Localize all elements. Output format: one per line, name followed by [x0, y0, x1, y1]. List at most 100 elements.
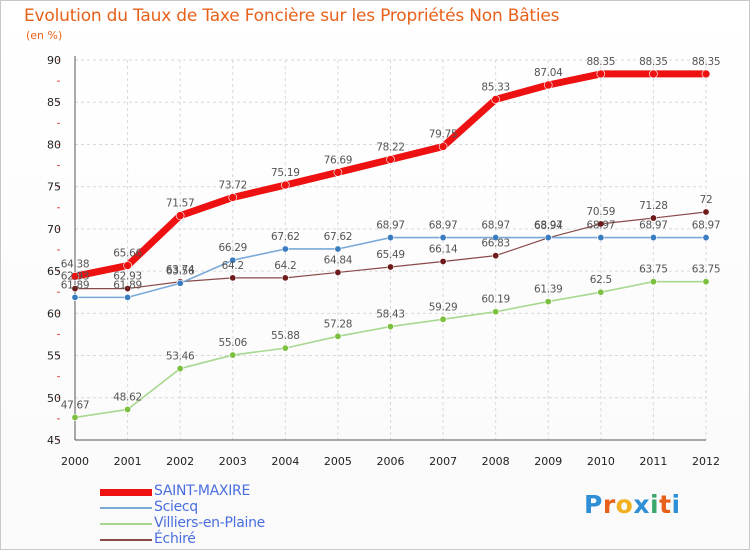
data-label: 64.84 — [324, 254, 353, 266]
data-label: 58.43 — [376, 309, 405, 321]
data-point — [386, 263, 394, 271]
y-tick-label: 55 — [47, 350, 61, 363]
data-label: 62.93 — [113, 271, 142, 283]
data-label: 60.19 — [481, 294, 510, 306]
data-point — [124, 285, 132, 293]
data-label: 66.14 — [429, 243, 458, 255]
data-label: 68.97 — [376, 220, 405, 232]
data-label: 68.94 — [534, 220, 563, 232]
x-tick-label: 2005 — [324, 455, 352, 468]
y-tick-label: 60 — [47, 307, 61, 320]
data-point — [281, 180, 290, 190]
data-point — [544, 234, 552, 242]
data-point — [124, 405, 132, 413]
data-point — [386, 323, 394, 331]
data-point — [649, 214, 657, 222]
data-label: 70.59 — [587, 206, 616, 218]
data-label: 59.29 — [429, 301, 458, 313]
data-point — [544, 298, 552, 306]
x-tick-label: 2011 — [639, 455, 667, 468]
data-label: 68.97 — [534, 220, 563, 232]
data-label: 55.06 — [218, 337, 247, 349]
logo-letter: x — [633, 490, 650, 519]
y-tick-label: 45 — [47, 434, 61, 447]
y-tick-label: 75 — [47, 181, 61, 194]
data-label: 63.75 — [639, 264, 668, 276]
data-point — [649, 234, 657, 242]
data-point — [334, 268, 342, 276]
data-label: 63.75 — [692, 264, 721, 276]
data-point — [71, 293, 79, 301]
data-label: 63.74 — [166, 264, 195, 276]
y-axis-unit: (en %) — [26, 29, 63, 42]
data-point — [334, 332, 342, 340]
data-label: 87.04 — [534, 67, 563, 79]
data-label: 65.49 — [376, 249, 405, 261]
data-point — [438, 142, 448, 151]
data-label: 88.35 — [587, 56, 616, 68]
legend-swatch — [100, 507, 152, 509]
data-point — [386, 155, 395, 164]
legend-swatch — [100, 523, 152, 525]
logo-letter: r — [602, 490, 616, 519]
logo-letter: i — [650, 490, 660, 519]
x-tick-label: 2004 — [271, 455, 299, 468]
data-label: 66.83 — [481, 238, 510, 250]
data-point — [492, 308, 500, 316]
data-label: 78.22 — [376, 141, 405, 153]
data-label: 68.97 — [587, 220, 616, 232]
x-tick-label: 2002 — [166, 455, 194, 468]
data-point — [333, 168, 343, 177]
data-point — [701, 69, 711, 79]
data-point — [281, 274, 289, 282]
x-tick-label: 2010 — [587, 455, 615, 468]
y-tick-label: 85 — [47, 96, 61, 109]
data-point — [386, 234, 394, 242]
legend-swatch — [100, 539, 152, 541]
data-point — [597, 234, 605, 242]
data-point — [597, 220, 605, 228]
x-tick-label: 2006 — [377, 455, 405, 468]
legend-label: Échiré — [154, 531, 196, 547]
y-tick-label: 50 — [47, 392, 61, 405]
data-label: 64.38 — [61, 258, 90, 270]
data-point — [702, 234, 710, 242]
data-label: 76.69 — [324, 154, 353, 166]
proxiti-logo: Proxiti — [584, 490, 681, 519]
data-label: 61.39 — [534, 284, 563, 296]
data-point — [702, 278, 710, 286]
data-point — [229, 256, 237, 264]
data-label: 62.93 — [61, 271, 90, 283]
x-tick-label: 2003 — [219, 455, 247, 468]
data-point — [176, 365, 184, 373]
data-label: 71.28 — [639, 200, 668, 212]
y-tick-label: 90 — [47, 54, 61, 67]
data-point — [543, 80, 553, 90]
data-label: 68.97 — [639, 220, 668, 232]
x-tick-label: 2000 — [61, 455, 89, 468]
data-label: 88.35 — [639, 56, 668, 68]
y-tick-label: 80 — [47, 138, 61, 151]
data-label: 53.46 — [166, 351, 195, 363]
x-tick-label: 2001 — [114, 455, 142, 468]
data-point — [123, 261, 132, 270]
data-point — [71, 413, 79, 421]
data-point — [596, 69, 606, 79]
data-label: 73.72 — [218, 179, 247, 191]
data-label: 68.97 — [692, 220, 721, 232]
data-label: 61.89 — [61, 279, 90, 291]
data-point — [124, 293, 132, 301]
data-label: 72 — [700, 194, 713, 206]
data-point — [597, 288, 605, 296]
data-point — [439, 234, 447, 242]
data-label: 79.75 — [429, 129, 458, 141]
data-point — [281, 344, 289, 352]
data-point — [281, 245, 289, 253]
x-tick-label: 2009 — [534, 455, 562, 468]
logo-letter: t — [659, 490, 672, 519]
data-point — [229, 351, 237, 359]
legend-swatch — [100, 488, 152, 496]
data-point — [439, 315, 447, 323]
data-point — [439, 257, 447, 265]
